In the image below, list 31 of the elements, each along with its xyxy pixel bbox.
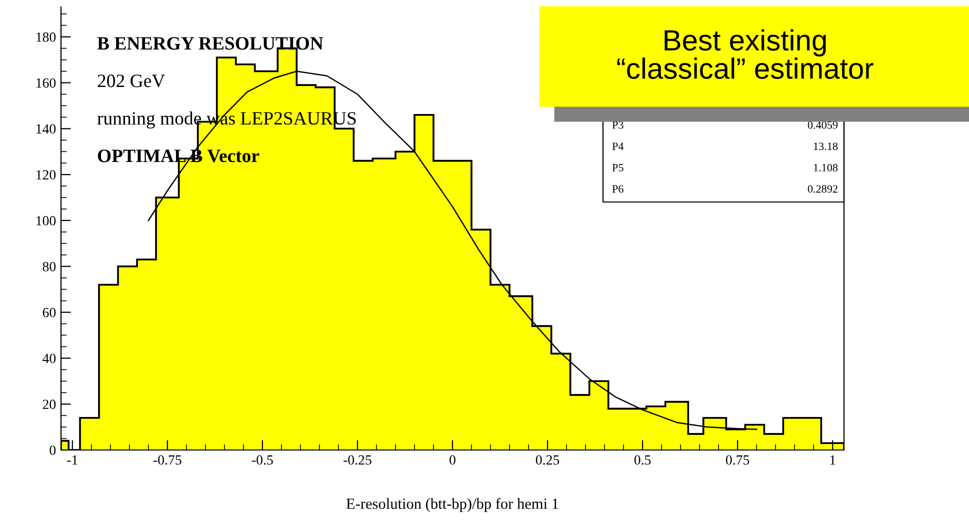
y-tick-label: 80 — [42, 262, 56, 272]
y-tick-label: 40 — [42, 354, 56, 364]
y-tick-label: 140 — [36, 124, 56, 134]
x-tick-label: -0.75 — [153, 455, 182, 465]
annotation: 1.108 — [814, 164, 838, 172]
x-tick-label: -0.5 — [252, 455, 273, 465]
annotation: P3 — [612, 121, 624, 129]
annotation: P4 — [612, 142, 624, 150]
x-tick-label: 0 — [450, 455, 456, 465]
y-tick-label: 0 — [50, 446, 56, 455]
x-tick-label: -1 — [67, 455, 78, 464]
x-tick-label: 1 — [830, 455, 836, 464]
annotation: 0.2892 — [808, 185, 838, 193]
y-tick-label: 20 — [42, 400, 56, 410]
y-tick-label: 100 — [36, 216, 56, 226]
annotation: 0.4059 — [808, 121, 838, 129]
annotation: P5 — [612, 164, 624, 172]
x-tick-label: 0.5 — [634, 455, 651, 465]
y-tick-label: 60 — [42, 308, 56, 318]
annotation: P6 — [612, 185, 624, 193]
x-tick-label: 0.75 — [726, 455, 750, 465]
y-tick-label: 180 — [36, 32, 56, 42]
x-tick-label: 0.25 — [536, 455, 560, 465]
annotation: 202 GeV — [98, 74, 166, 88]
x-axis-title: E-resolution (btt-bp)/bp for hemi 1 — [346, 498, 558, 512]
y-tick-label: 120 — [36, 170, 56, 180]
x-tick-label: -0.25 — [344, 455, 372, 465]
y-tick-label: 160 — [36, 78, 56, 88]
annotation: Best existing “classical” estimator — [617, 29, 874, 79]
annotation: B ENERGY RESOLUTION — [97, 37, 324, 50]
annotation: 13.18 — [814, 142, 838, 150]
